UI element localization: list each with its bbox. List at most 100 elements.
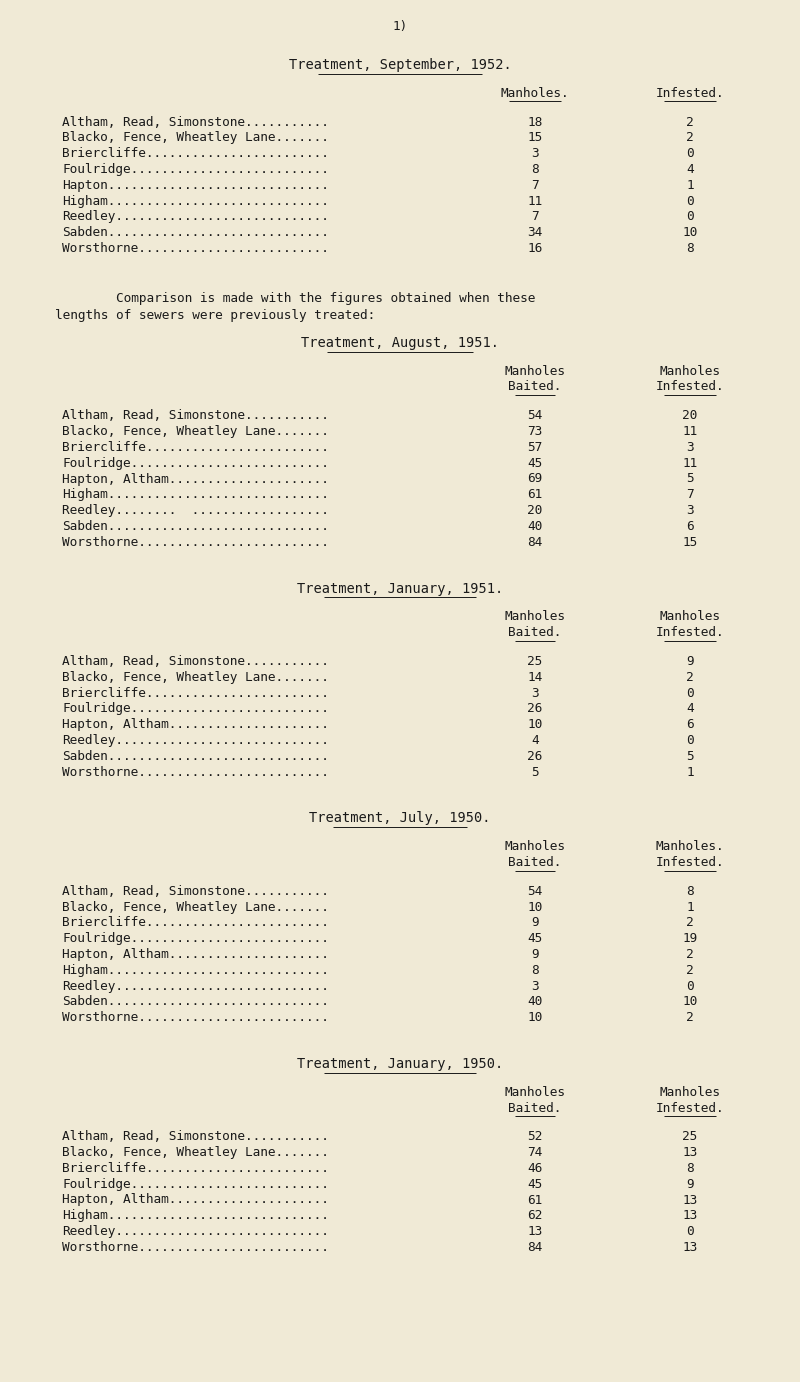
Text: Worsthorne.........................: Worsthorne......................... [62, 242, 329, 256]
Text: 13: 13 [682, 1209, 698, 1222]
Text: Reedley............................: Reedley............................ [62, 734, 329, 746]
Text: 11: 11 [682, 456, 698, 470]
Text: 0: 0 [686, 148, 694, 160]
Text: 9: 9 [686, 1177, 694, 1191]
Text: Infested.: Infested. [656, 380, 724, 394]
Text: 15: 15 [682, 536, 698, 549]
Text: Higham.............................: Higham............................. [62, 963, 329, 977]
Text: 18: 18 [527, 116, 542, 129]
Text: Blacko, Fence, Wheatley Lane.......: Blacko, Fence, Wheatley Lane....... [62, 426, 329, 438]
Text: 6: 6 [686, 520, 694, 533]
Text: Blacko, Fence, Wheatley Lane.......: Blacko, Fence, Wheatley Lane....... [62, 131, 329, 144]
Text: 8: 8 [531, 963, 539, 977]
Text: Baited.: Baited. [508, 1101, 562, 1114]
Text: 45: 45 [527, 1177, 542, 1191]
Text: Altham, Read, Simonstone...........: Altham, Read, Simonstone........... [62, 655, 329, 668]
Text: 13: 13 [682, 1241, 698, 1253]
Text: 7: 7 [531, 210, 539, 224]
Text: Blacko, Fence, Wheatley Lane.......: Blacko, Fence, Wheatley Lane....... [62, 1146, 329, 1159]
Text: 1: 1 [686, 178, 694, 192]
Text: 19: 19 [682, 931, 698, 945]
Text: 13: 13 [682, 1146, 698, 1159]
Text: 1): 1) [392, 19, 408, 33]
Text: Baited.: Baited. [508, 626, 562, 638]
Text: 34: 34 [527, 227, 542, 239]
Text: 2: 2 [686, 670, 694, 684]
Text: 40: 40 [527, 995, 542, 1009]
Text: Altham, Read, Simonstone...........: Altham, Read, Simonstone........... [62, 884, 329, 898]
Text: Reedley............................: Reedley............................ [62, 210, 329, 224]
Text: Higham.............................: Higham............................. [62, 488, 329, 502]
Text: 57: 57 [527, 441, 542, 453]
Text: lengths of sewers were previously treated:: lengths of sewers were previously treate… [55, 308, 375, 322]
Text: Foulridge..........................: Foulridge.......................... [62, 931, 329, 945]
Text: 5: 5 [531, 766, 539, 778]
Text: 15: 15 [527, 131, 542, 144]
Text: Manholes: Manholes [659, 611, 721, 623]
Text: Hapton, Altham.....................: Hapton, Altham..................... [62, 948, 329, 960]
Text: 8: 8 [686, 884, 694, 898]
Text: 9: 9 [686, 655, 694, 668]
Text: 5: 5 [686, 749, 694, 763]
Text: 0: 0 [686, 980, 694, 992]
Text: 8: 8 [686, 1162, 694, 1175]
Text: 84: 84 [527, 1241, 542, 1253]
Text: 25: 25 [682, 1130, 698, 1143]
Text: Foulridge..........................: Foulridge.......................... [62, 163, 329, 176]
Text: 1: 1 [686, 766, 694, 778]
Text: 40: 40 [527, 520, 542, 533]
Text: 10: 10 [682, 995, 698, 1009]
Text: Manholes: Manholes [505, 840, 566, 853]
Text: 14: 14 [527, 670, 542, 684]
Text: 3: 3 [686, 504, 694, 517]
Text: 1: 1 [686, 901, 694, 914]
Text: 2: 2 [686, 131, 694, 144]
Text: 8: 8 [531, 163, 539, 176]
Text: Foulridge..........................: Foulridge.......................... [62, 702, 329, 716]
Text: Reedley............................: Reedley............................ [62, 980, 329, 992]
Text: 26: 26 [527, 702, 542, 716]
Text: 6: 6 [686, 719, 694, 731]
Text: Briercliffe........................: Briercliffe........................ [62, 441, 329, 453]
Text: 11: 11 [527, 195, 542, 207]
Text: 4: 4 [686, 702, 694, 716]
Text: Hapton, Altham.....................: Hapton, Altham..................... [62, 1194, 329, 1206]
Text: Manholes: Manholes [505, 1086, 566, 1099]
Text: 69: 69 [527, 473, 542, 485]
Text: Worsthorne.........................: Worsthorne......................... [62, 536, 329, 549]
Text: 74: 74 [527, 1146, 542, 1159]
Text: Treatment, July, 1950.: Treatment, July, 1950. [310, 811, 490, 825]
Text: 25: 25 [527, 655, 542, 668]
Text: 3: 3 [531, 148, 539, 160]
Text: Altham, Read, Simonstone...........: Altham, Read, Simonstone........... [62, 409, 329, 423]
Text: 0: 0 [686, 687, 694, 699]
Text: Manholes: Manholes [505, 365, 566, 377]
Text: 9: 9 [531, 948, 539, 960]
Text: Briercliffe........................: Briercliffe........................ [62, 916, 329, 929]
Text: 45: 45 [527, 456, 542, 470]
Text: Manholes: Manholes [659, 365, 721, 377]
Text: 26: 26 [527, 749, 542, 763]
Text: 0: 0 [686, 734, 694, 746]
Text: 84: 84 [527, 536, 542, 549]
Text: Briercliffe........................: Briercliffe........................ [62, 1162, 329, 1175]
Text: 0: 0 [686, 210, 694, 224]
Text: 2: 2 [686, 948, 694, 960]
Text: Manholes.: Manholes. [656, 840, 724, 853]
Text: 10: 10 [527, 1012, 542, 1024]
Text: Manholes: Manholes [505, 611, 566, 623]
Text: Baited.: Baited. [508, 380, 562, 394]
Text: 11: 11 [682, 426, 698, 438]
Text: 0: 0 [686, 195, 694, 207]
Text: Treatment, September, 1952.: Treatment, September, 1952. [289, 58, 511, 72]
Text: Reedley........  ..................: Reedley........ .................. [62, 504, 329, 517]
Text: 10: 10 [527, 719, 542, 731]
Text: Hapton.............................: Hapton............................. [62, 178, 329, 192]
Text: Altham, Read, Simonstone...........: Altham, Read, Simonstone........... [62, 116, 329, 129]
Text: 54: 54 [527, 409, 542, 423]
Text: 54: 54 [527, 884, 542, 898]
Text: 3: 3 [531, 980, 539, 992]
Text: 61: 61 [527, 1194, 542, 1206]
Text: Sabden.............................: Sabden............................. [62, 520, 329, 533]
Text: Infested.: Infested. [656, 855, 724, 869]
